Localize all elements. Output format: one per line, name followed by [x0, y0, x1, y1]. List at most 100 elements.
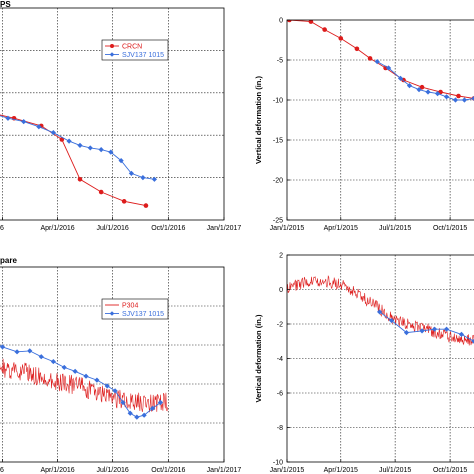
data-point — [425, 89, 431, 95]
plot-frame — [0, 266, 225, 463]
legend-box — [101, 39, 169, 61]
data-point — [14, 349, 20, 355]
data-point — [151, 176, 158, 182]
plot-frame — [0, 7, 225, 221]
ytick-label: 0 — [279, 17, 283, 24]
ytick-label: -10 — [273, 459, 283, 466]
data-point — [443, 326, 450, 332]
data-point — [5, 115, 11, 121]
legend-label: SJV137 1015 — [122, 52, 164, 59]
chart-panel-bottom-left: 6 Apr/1/2016 Jul/1/2016 Oct/1/2016 Jan/1/201… — [0, 256, 241, 474]
ytick-label: 2 — [279, 252, 283, 259]
data-point — [443, 94, 450, 100]
xtick-label: Jan/1/2017 — [207, 225, 242, 232]
data-point — [149, 405, 156, 411]
data-point — [416, 87, 422, 93]
data-point — [83, 373, 89, 379]
xtick-label: Oct/1/2015 — [433, 225, 467, 232]
data-point — [50, 358, 56, 365]
data-point — [38, 354, 44, 360]
xtick-label: Jul/1/2016 — [97, 467, 129, 474]
legend-label: CRCN — [122, 43, 142, 50]
xtick-label: Apr/1/2015 — [324, 225, 358, 232]
data-point — [419, 84, 425, 90]
xtick-label: Jan/1/2015 — [270, 225, 305, 232]
data-point — [61, 364, 67, 371]
data-point — [77, 142, 83, 148]
data-point — [143, 203, 149, 208]
data-point — [21, 119, 27, 125]
data-point — [140, 175, 146, 181]
legend-marker — [110, 44, 114, 48]
data-point — [66, 138, 72, 144]
ytick-label: 0 — [279, 287, 283, 294]
data-point — [141, 412, 147, 418]
data-point — [157, 399, 164, 406]
data-point — [108, 149, 114, 155]
xtick-label: Oct/1/2016 — [151, 467, 185, 474]
data-point — [36, 124, 42, 130]
ytick-label: -8 — [277, 425, 283, 432]
data-point — [128, 170, 135, 176]
ytick-label: -25 — [273, 217, 283, 224]
series-line — [0, 114, 146, 207]
data-point — [431, 326, 438, 332]
xtick-label: Apr/1/2015 — [324, 467, 358, 474]
xtick-label: Oct/1/2015 — [433, 467, 467, 474]
data-point — [308, 20, 314, 24]
series-unnamed-1 — [377, 309, 474, 344]
data-point — [77, 176, 83, 182]
data-point — [456, 93, 461, 99]
data-point — [385, 65, 392, 71]
chart-panel-top-left: 6 Apr/1/2016 Jul/1/2016 Oct/1/2016 Jan/1/201… — [0, 0, 241, 232]
series-unnamed-0 — [287, 20, 474, 101]
data-point — [118, 158, 124, 164]
xtick-label: Apr/1/2016 — [40, 225, 74, 232]
series-crcn — [0, 114, 149, 208]
xtick-label: Jul/1/2015 — [379, 225, 411, 232]
ytick-label: -5 — [277, 57, 283, 64]
series-line — [0, 358, 168, 413]
data-point — [72, 368, 78, 374]
panel-label: PS — [0, 0, 11, 9]
y-axis-title: Vertical deformation (in.) — [254, 76, 263, 164]
xtick-label: Jan/1/2017 — [207, 467, 242, 474]
data-point — [112, 388, 118, 394]
data-point — [94, 377, 100, 383]
data-point — [419, 328, 425, 334]
xtick-label: 6 — [0, 225, 4, 232]
plot-frame — [286, 19, 474, 221]
data-point — [104, 383, 110, 389]
data-point — [458, 331, 465, 337]
data-point — [377, 309, 383, 315]
series-p304 — [0, 358, 168, 413]
ytick-label: -6 — [277, 390, 283, 397]
data-point — [452, 97, 459, 103]
data-point — [471, 95, 474, 101]
series-line — [289, 20, 474, 99]
data-point — [461, 97, 468, 103]
series-line — [0, 115, 155, 180]
xtick-label: Oct/1/2016 — [151, 225, 185, 232]
ytick-label: -15 — [273, 137, 283, 144]
data-point — [98, 189, 104, 195]
series-unnamed-0 — [287, 275, 474, 346]
ytick-label: -4 — [277, 356, 283, 363]
xtick-label: Jul/1/2016 — [97, 225, 129, 232]
data-point — [367, 56, 373, 61]
data-point — [98, 147, 104, 153]
data-point — [471, 338, 474, 344]
xtick-label: Apr/1/2016 — [40, 467, 74, 474]
xtick-label: Jan/1/2015 — [270, 467, 305, 474]
series-sjv137-1015 — [0, 344, 164, 420]
data-point — [338, 36, 344, 41]
legend-marker — [109, 311, 115, 316]
panel-label: pare — [0, 256, 17, 265]
xtick-label: 6 — [0, 467, 4, 474]
series-line — [379, 311, 474, 342]
data-point — [434, 91, 441, 97]
data-point — [397, 75, 404, 81]
data-point — [374, 59, 380, 65]
